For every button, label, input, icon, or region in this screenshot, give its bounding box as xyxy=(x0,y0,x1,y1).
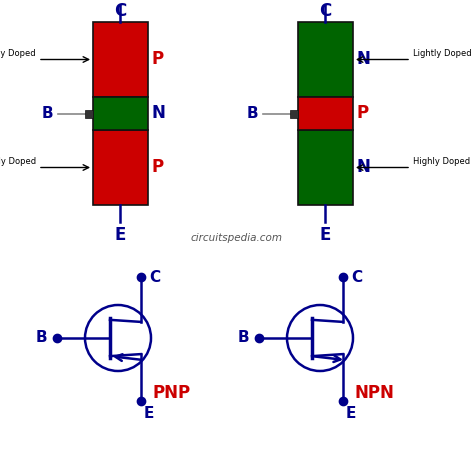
Text: B: B xyxy=(41,106,53,121)
Text: B: B xyxy=(246,106,258,121)
Bar xyxy=(93,130,148,205)
Text: N: N xyxy=(357,50,371,69)
Text: E: E xyxy=(144,406,155,421)
Text: P: P xyxy=(357,104,369,123)
Text: P: P xyxy=(152,158,164,177)
Text: C: C xyxy=(319,2,332,20)
Text: Highly Doped: Highly Doped xyxy=(0,157,36,166)
Bar xyxy=(85,109,93,118)
Bar xyxy=(290,109,298,118)
Text: E: E xyxy=(346,406,356,421)
Text: C: C xyxy=(149,270,160,285)
Bar xyxy=(298,97,353,130)
Text: P: P xyxy=(152,50,164,69)
Text: circuitspedia.com: circuitspedia.com xyxy=(191,233,283,243)
Text: C: C xyxy=(114,2,127,20)
Text: NPN: NPN xyxy=(355,384,395,402)
Text: E: E xyxy=(320,226,331,244)
Text: B: B xyxy=(36,331,47,345)
Text: N: N xyxy=(152,104,166,123)
Text: C: C xyxy=(351,270,362,285)
Text: B: B xyxy=(237,331,249,345)
Text: Highly Doped: Highly Doped xyxy=(413,157,470,166)
Text: N: N xyxy=(357,158,371,177)
Bar xyxy=(298,130,353,205)
Bar xyxy=(93,97,148,130)
Text: PNP: PNP xyxy=(153,384,191,402)
Bar xyxy=(93,22,148,97)
Text: Lightly Doped: Lightly Doped xyxy=(0,49,36,58)
Bar xyxy=(298,22,353,97)
Text: E: E xyxy=(115,226,126,244)
Text: Lightly Doped: Lightly Doped xyxy=(413,49,472,58)
